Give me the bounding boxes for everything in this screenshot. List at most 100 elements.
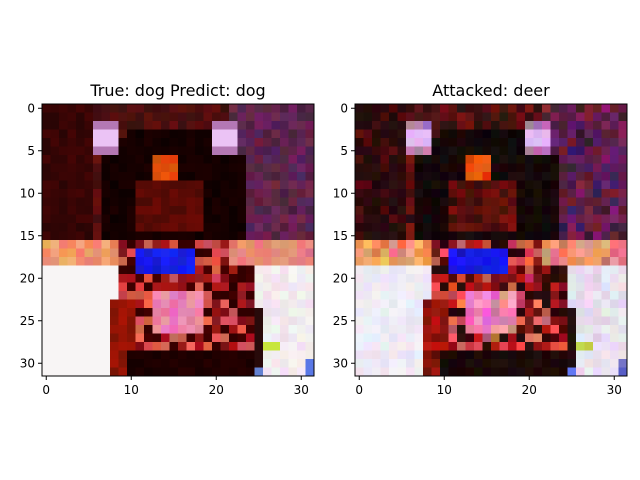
pixel [533,189,543,198]
pixel [101,197,111,207]
pixel [491,350,500,360]
pixel [237,333,247,343]
pixel [246,316,255,326]
pixel [380,138,390,147]
pixel [67,163,77,173]
pixel [610,299,619,309]
pixel [593,350,602,360]
pixel [576,163,585,173]
pixel [559,257,568,266]
pixel [101,333,111,343]
pixel [618,223,628,232]
pixel [76,138,85,147]
pixel [533,121,543,130]
pixel [567,155,577,164]
pixel [246,350,255,360]
pixel [229,350,238,360]
pixel [152,129,162,139]
pixel [229,359,238,368]
pixel [533,342,543,351]
pixel [414,333,424,343]
pixel [178,180,187,190]
pixel [465,282,475,292]
pixel [152,274,162,283]
pixel [127,308,136,317]
pixel [457,248,466,258]
pixel [93,359,102,368]
pixel [431,316,441,326]
pixel [491,248,500,258]
pixel [127,189,136,198]
pixel [178,248,187,258]
pixel [229,316,238,326]
pixel [465,223,475,232]
pixel [584,257,594,266]
pixel [431,325,441,334]
pixel [550,189,560,198]
pixel [397,265,407,275]
pixel [220,146,230,156]
pixel [525,138,534,147]
pixel [550,197,560,207]
pixel [508,333,517,343]
pixel [297,180,306,190]
pixel [508,282,517,292]
pixel [355,257,364,266]
pixel [482,257,492,266]
pixel [263,240,272,249]
pixel [593,180,602,190]
pixel [440,214,449,224]
pixel [305,129,315,139]
pixel [567,240,577,249]
pixel [280,274,289,283]
pixel [567,121,577,130]
pixel [186,350,196,360]
pixel [288,257,298,266]
pixel [101,155,111,164]
pixel [491,308,500,317]
pixel [237,163,247,173]
pixel [152,172,162,181]
pixel [127,282,136,292]
pixel [59,367,68,377]
pixel [195,257,204,266]
pixel [482,121,492,130]
pixel [212,248,221,258]
pixel [161,189,170,198]
pixel [254,325,264,334]
pixel [263,206,272,215]
pixel [42,342,51,351]
pixel [618,265,628,275]
pixel [42,223,51,232]
pixel [474,214,483,224]
pixel [203,291,213,300]
pixel [144,316,153,326]
pixel [271,265,281,275]
pixel [135,129,145,139]
pixel [186,129,196,139]
pixel [618,367,628,377]
pixel [457,282,466,292]
pixel [372,231,381,241]
pixel [271,274,281,283]
pixel [414,367,424,377]
pixel [110,316,119,326]
pixel [280,359,289,368]
pixel [499,223,509,232]
pixel [482,180,492,190]
pixel [305,299,315,309]
pixel [280,299,289,309]
pixel [118,342,128,351]
pixel [59,359,68,368]
pixel [508,367,517,377]
pixel [414,291,424,300]
pixel [59,265,68,275]
pixel [42,257,51,266]
pixel [533,223,543,232]
pixel [516,274,526,283]
pixel [271,367,281,377]
pixel [618,282,628,292]
pixel [237,367,247,377]
pixel [610,316,619,326]
